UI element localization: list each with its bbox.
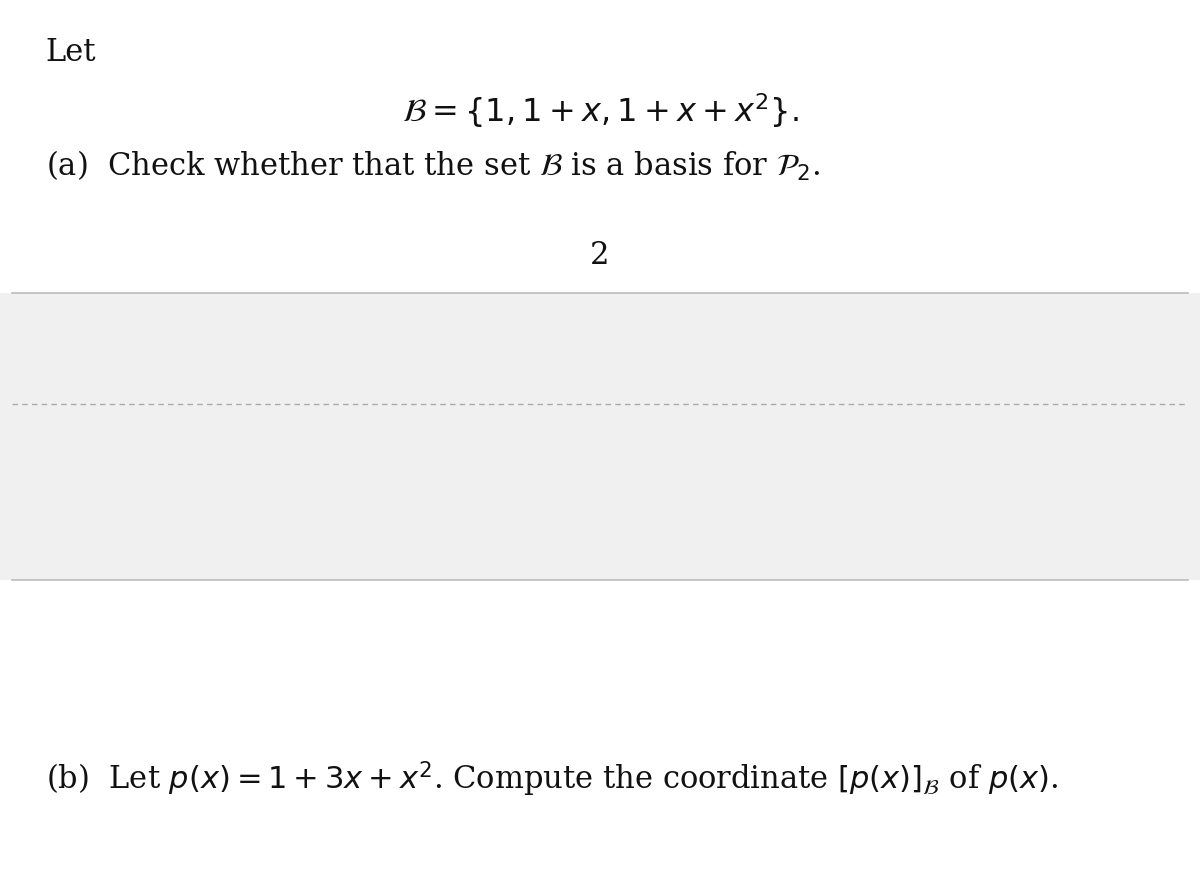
Text: (b)  Let $p(x) = 1 + 3x + x^2$. Compute the coordinate $[p(x)]_{\mathcal{B}}$ of: (b) Let $p(x) = 1 + 3x + x^2$. Compute t… bbox=[46, 760, 1058, 799]
Bar bbox=[0, 293, 1200, 580]
Text: 2: 2 bbox=[590, 240, 610, 272]
Text: (a)  Check whether that the set $\mathcal{B}$ is a basis for $\mathcal{P}_2$.: (a) Check whether that the set $\mathcal… bbox=[46, 148, 820, 182]
Text: $\mathcal{B} = \{1, 1+x, 1+x+x^2\}.$: $\mathcal{B} = \{1, 1+x, 1+x+x^2\}.$ bbox=[402, 92, 798, 130]
Text: Let: Let bbox=[46, 37, 96, 68]
